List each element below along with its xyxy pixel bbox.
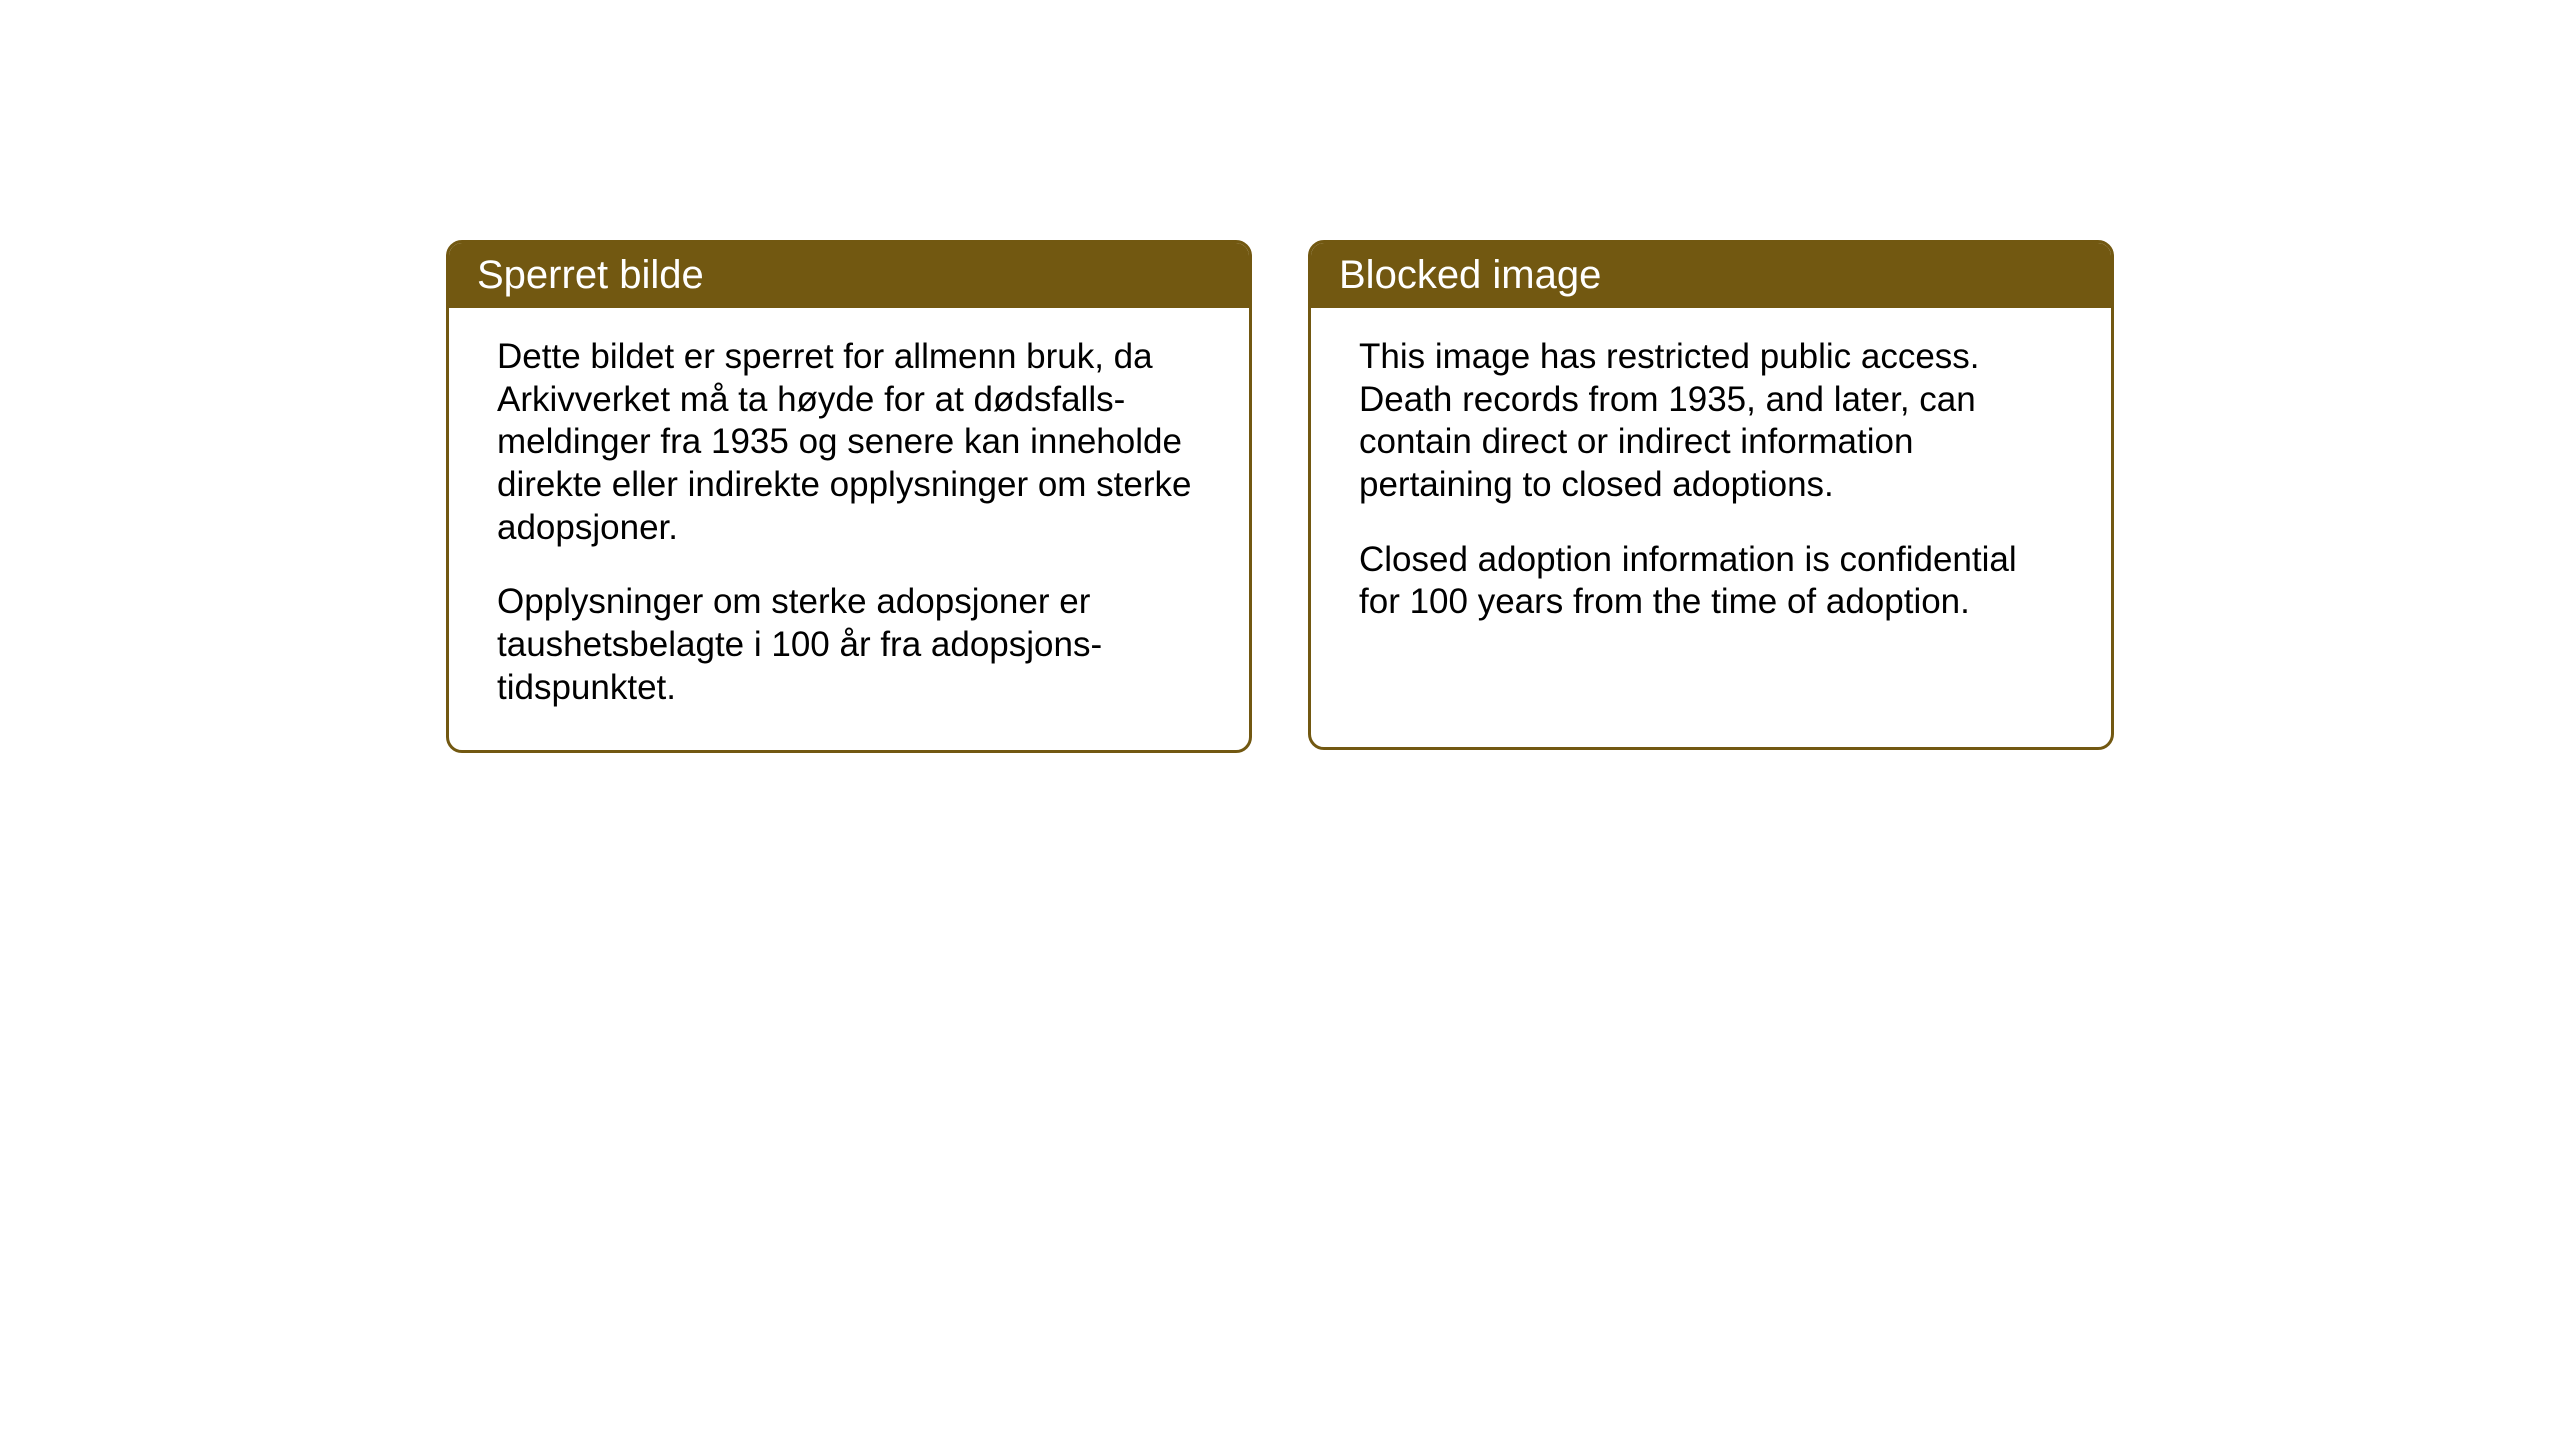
card-header-norwegian: Sperret bilde: [449, 243, 1249, 308]
notice-cards-container: Sperret bilde Dette bildet er sperret fo…: [446, 240, 2114, 753]
notice-card-norwegian: Sperret bilde Dette bildet er sperret fo…: [446, 240, 1252, 753]
card-body-norwegian: Dette bildet er sperret for allmenn bruk…: [449, 308, 1249, 750]
card-paragraph: Dette bildet er sperret for allmenn bruk…: [497, 336, 1201, 549]
card-title-english: Blocked image: [1339, 253, 1601, 297]
card-paragraph: Closed adoption information is confident…: [1359, 539, 2063, 624]
card-header-english: Blocked image: [1311, 243, 2111, 308]
card-paragraph: This image has restricted public access.…: [1359, 336, 2063, 507]
card-title-norwegian: Sperret bilde: [477, 253, 704, 297]
card-paragraph: Opplysninger om sterke adopsjoner er tau…: [497, 581, 1201, 709]
card-body-english: This image has restricted public access.…: [1311, 308, 2111, 664]
notice-card-english: Blocked image This image has restricted …: [1308, 240, 2114, 750]
